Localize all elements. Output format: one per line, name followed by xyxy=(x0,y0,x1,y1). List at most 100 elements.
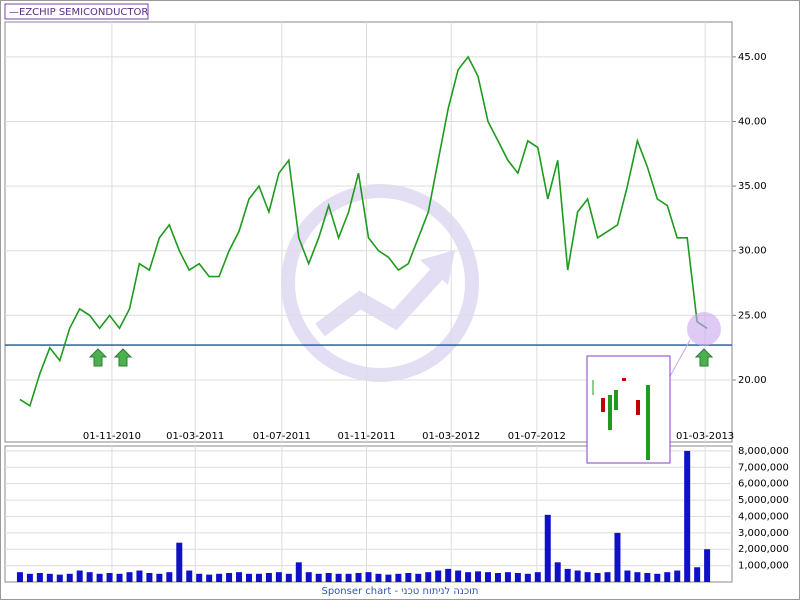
volume-layer: 1,000,000 2,000,000 3,000,000 4,000,000 5,00… xyxy=(5,446,789,582)
volume-bar xyxy=(106,572,113,582)
volume-bar xyxy=(674,570,681,582)
inset-pointer xyxy=(667,339,691,381)
y-tick-label: 30.00 xyxy=(738,246,767,257)
x-tick-label: 01-03-2012 xyxy=(422,431,480,442)
volume-bar xyxy=(285,573,292,582)
volume-bar xyxy=(255,573,262,582)
volume-bar xyxy=(46,573,53,582)
volume-bar xyxy=(236,572,243,582)
volume-bar xyxy=(584,572,591,582)
legend-name: EZCHIP SEMICONDUCTOR xyxy=(19,7,148,18)
volume-bar xyxy=(126,572,133,582)
y-tick-label: 7,000,000 xyxy=(738,462,789,473)
volume-bar xyxy=(385,574,392,582)
price-layer: 20.00 25.00 30.00 35.00 40.00 45.00 01-11-2010… xyxy=(5,22,767,442)
volume-bar xyxy=(654,573,661,582)
y-tick-label: 4,000,000 xyxy=(738,511,789,522)
volume-bar xyxy=(634,572,641,582)
volume-bar xyxy=(564,568,571,582)
volume-bar xyxy=(395,573,402,582)
volume-bar xyxy=(704,549,711,582)
volume-bar xyxy=(156,573,163,582)
volume-bar xyxy=(365,572,372,582)
volume-bar xyxy=(176,542,183,582)
y-tick-label: 1,000,000 xyxy=(738,561,789,572)
price-line xyxy=(19,55,708,408)
volume-bar xyxy=(226,572,233,582)
volume-bar xyxy=(664,572,671,582)
y-tick-label: 2,000,000 xyxy=(738,544,789,555)
volume-bar xyxy=(305,572,312,582)
volume-bar xyxy=(435,570,442,582)
volume-bar xyxy=(206,574,213,582)
volume-bar xyxy=(514,572,521,582)
footer: Sponser chart - תוכנה לניתוח טכני xyxy=(321,586,478,597)
x-tick-label: 01-11-2010 xyxy=(83,431,141,442)
volume-bar xyxy=(196,573,203,582)
legend-label: —EZCHIP SEMICONDUCTOR xyxy=(9,7,148,18)
volume-bar xyxy=(335,573,342,582)
y-tick-label: 8,000,000 xyxy=(738,446,789,457)
volume-bar xyxy=(604,572,611,582)
volume-bar xyxy=(56,574,63,582)
volume-bar xyxy=(116,573,123,582)
volume-bar xyxy=(524,573,531,582)
y-tick-label: 25.00 xyxy=(738,310,767,321)
y-tick-label: 20.00 xyxy=(738,375,767,386)
arrows xyxy=(88,348,714,367)
volume-bar xyxy=(425,572,432,582)
volume-bar xyxy=(275,572,282,582)
volume-bar xyxy=(16,572,23,582)
x-tick-label: 01-07-2011 xyxy=(253,431,311,442)
volume-bar xyxy=(554,562,561,582)
volume-bar xyxy=(684,450,691,582)
volume-bar xyxy=(136,570,143,582)
volume-bar xyxy=(66,573,73,582)
volume-bar xyxy=(405,572,412,582)
volume-bar xyxy=(574,570,581,582)
volume-bar xyxy=(375,573,382,582)
volume-bar xyxy=(445,568,452,582)
volume-bar xyxy=(475,571,482,582)
volume-bar xyxy=(415,573,422,582)
volume-bar xyxy=(494,572,501,582)
volume-bar xyxy=(614,532,621,582)
y-tick-label: 6,000,000 xyxy=(738,479,789,490)
volume-bar xyxy=(216,573,223,582)
volume-bar xyxy=(624,570,631,582)
volume-bar xyxy=(544,514,551,582)
volume-bar xyxy=(504,572,511,582)
volume-bar xyxy=(76,570,83,582)
volume-bar xyxy=(36,572,43,582)
volume-bar xyxy=(166,572,173,582)
volume-bar xyxy=(265,572,272,582)
volume-bar xyxy=(485,572,492,582)
x-tick-label: 01-03-2013 xyxy=(676,431,734,442)
volume-bar xyxy=(594,572,601,582)
volume-bar xyxy=(245,573,252,582)
volume-bar xyxy=(534,572,541,582)
volume-bar xyxy=(644,572,651,582)
volume-bar xyxy=(345,573,352,582)
x-tick-label: 01-11-2011 xyxy=(337,431,395,442)
y-tick-label: 3,000,000 xyxy=(738,528,789,539)
y-tick-label: 40.00 xyxy=(738,117,767,128)
volume-bar xyxy=(694,567,701,582)
volume-bar xyxy=(455,570,462,582)
volume-bar xyxy=(315,573,322,582)
volume-bar xyxy=(146,572,153,582)
highlight xyxy=(687,312,721,346)
inset xyxy=(586,355,671,464)
legend xyxy=(4,3,149,20)
y-tick-label: 5,000,000 xyxy=(738,495,789,506)
volume-bar xyxy=(295,562,302,582)
volume-bar xyxy=(325,572,332,582)
x-tick-label: 01-03-2011 xyxy=(166,431,224,442)
volume-bar xyxy=(465,572,472,582)
y-tick-label: 35.00 xyxy=(738,181,767,192)
volume-bar xyxy=(96,573,103,582)
x-tick-label: 01-07-2012 xyxy=(508,431,566,442)
volume-bar xyxy=(355,572,362,582)
